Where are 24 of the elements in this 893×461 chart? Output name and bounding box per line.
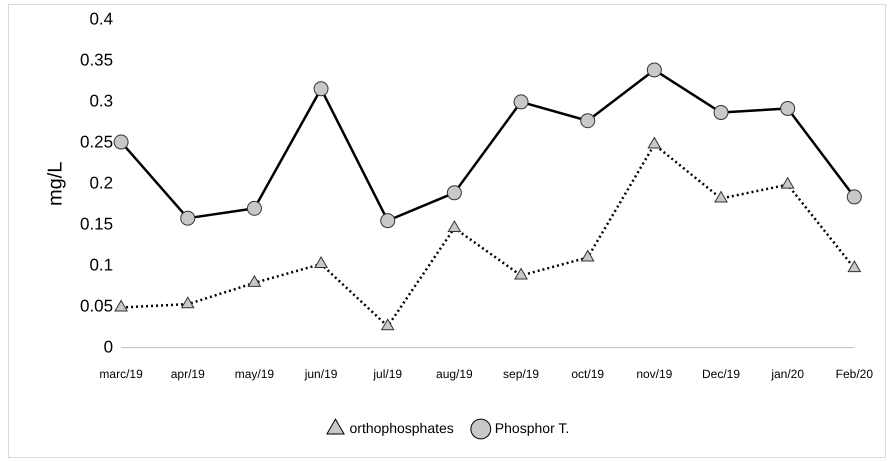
x-tick-label: sep/19 <box>503 367 540 382</box>
y-tick-label: 0.3 <box>89 92 114 111</box>
x-tick-label: jun/19 <box>304 367 338 382</box>
x-tick-label: marc/19 <box>99 367 144 382</box>
x-tick-label: may/19 <box>234 367 274 382</box>
y-tick-label: 0.2 <box>89 173 114 192</box>
y-tick-label: 0.1 <box>89 255 114 274</box>
y-axis-title: mg/L <box>44 162 67 206</box>
y-tick-label: 0.4 <box>89 10 114 29</box>
y-tick-label: 0 <box>104 337 114 356</box>
x-tick-label: aug/19 <box>436 367 474 382</box>
y-tick-label: 0.25 <box>80 132 114 152</box>
y-tick-label: 0.05 <box>80 296 114 316</box>
y-tick-label: 0.35 <box>80 50 114 70</box>
x-tick-label: jan/20 <box>770 367 804 382</box>
x-tick-label: Dec/19 <box>702 367 740 382</box>
x-tick-label: nov/19 <box>636 367 673 382</box>
x-tick-label: jul/19 <box>372 367 402 382</box>
y-tick-label: 0.15 <box>80 214 114 234</box>
legend-label: Phosphor T. <box>494 420 570 436</box>
legend-label: orthophosphates <box>349 420 454 436</box>
x-tick-label: oct/19 <box>571 367 604 382</box>
x-tick-label: Feb/20 <box>836 367 874 382</box>
x-tick-label: apr/19 <box>170 367 206 382</box>
